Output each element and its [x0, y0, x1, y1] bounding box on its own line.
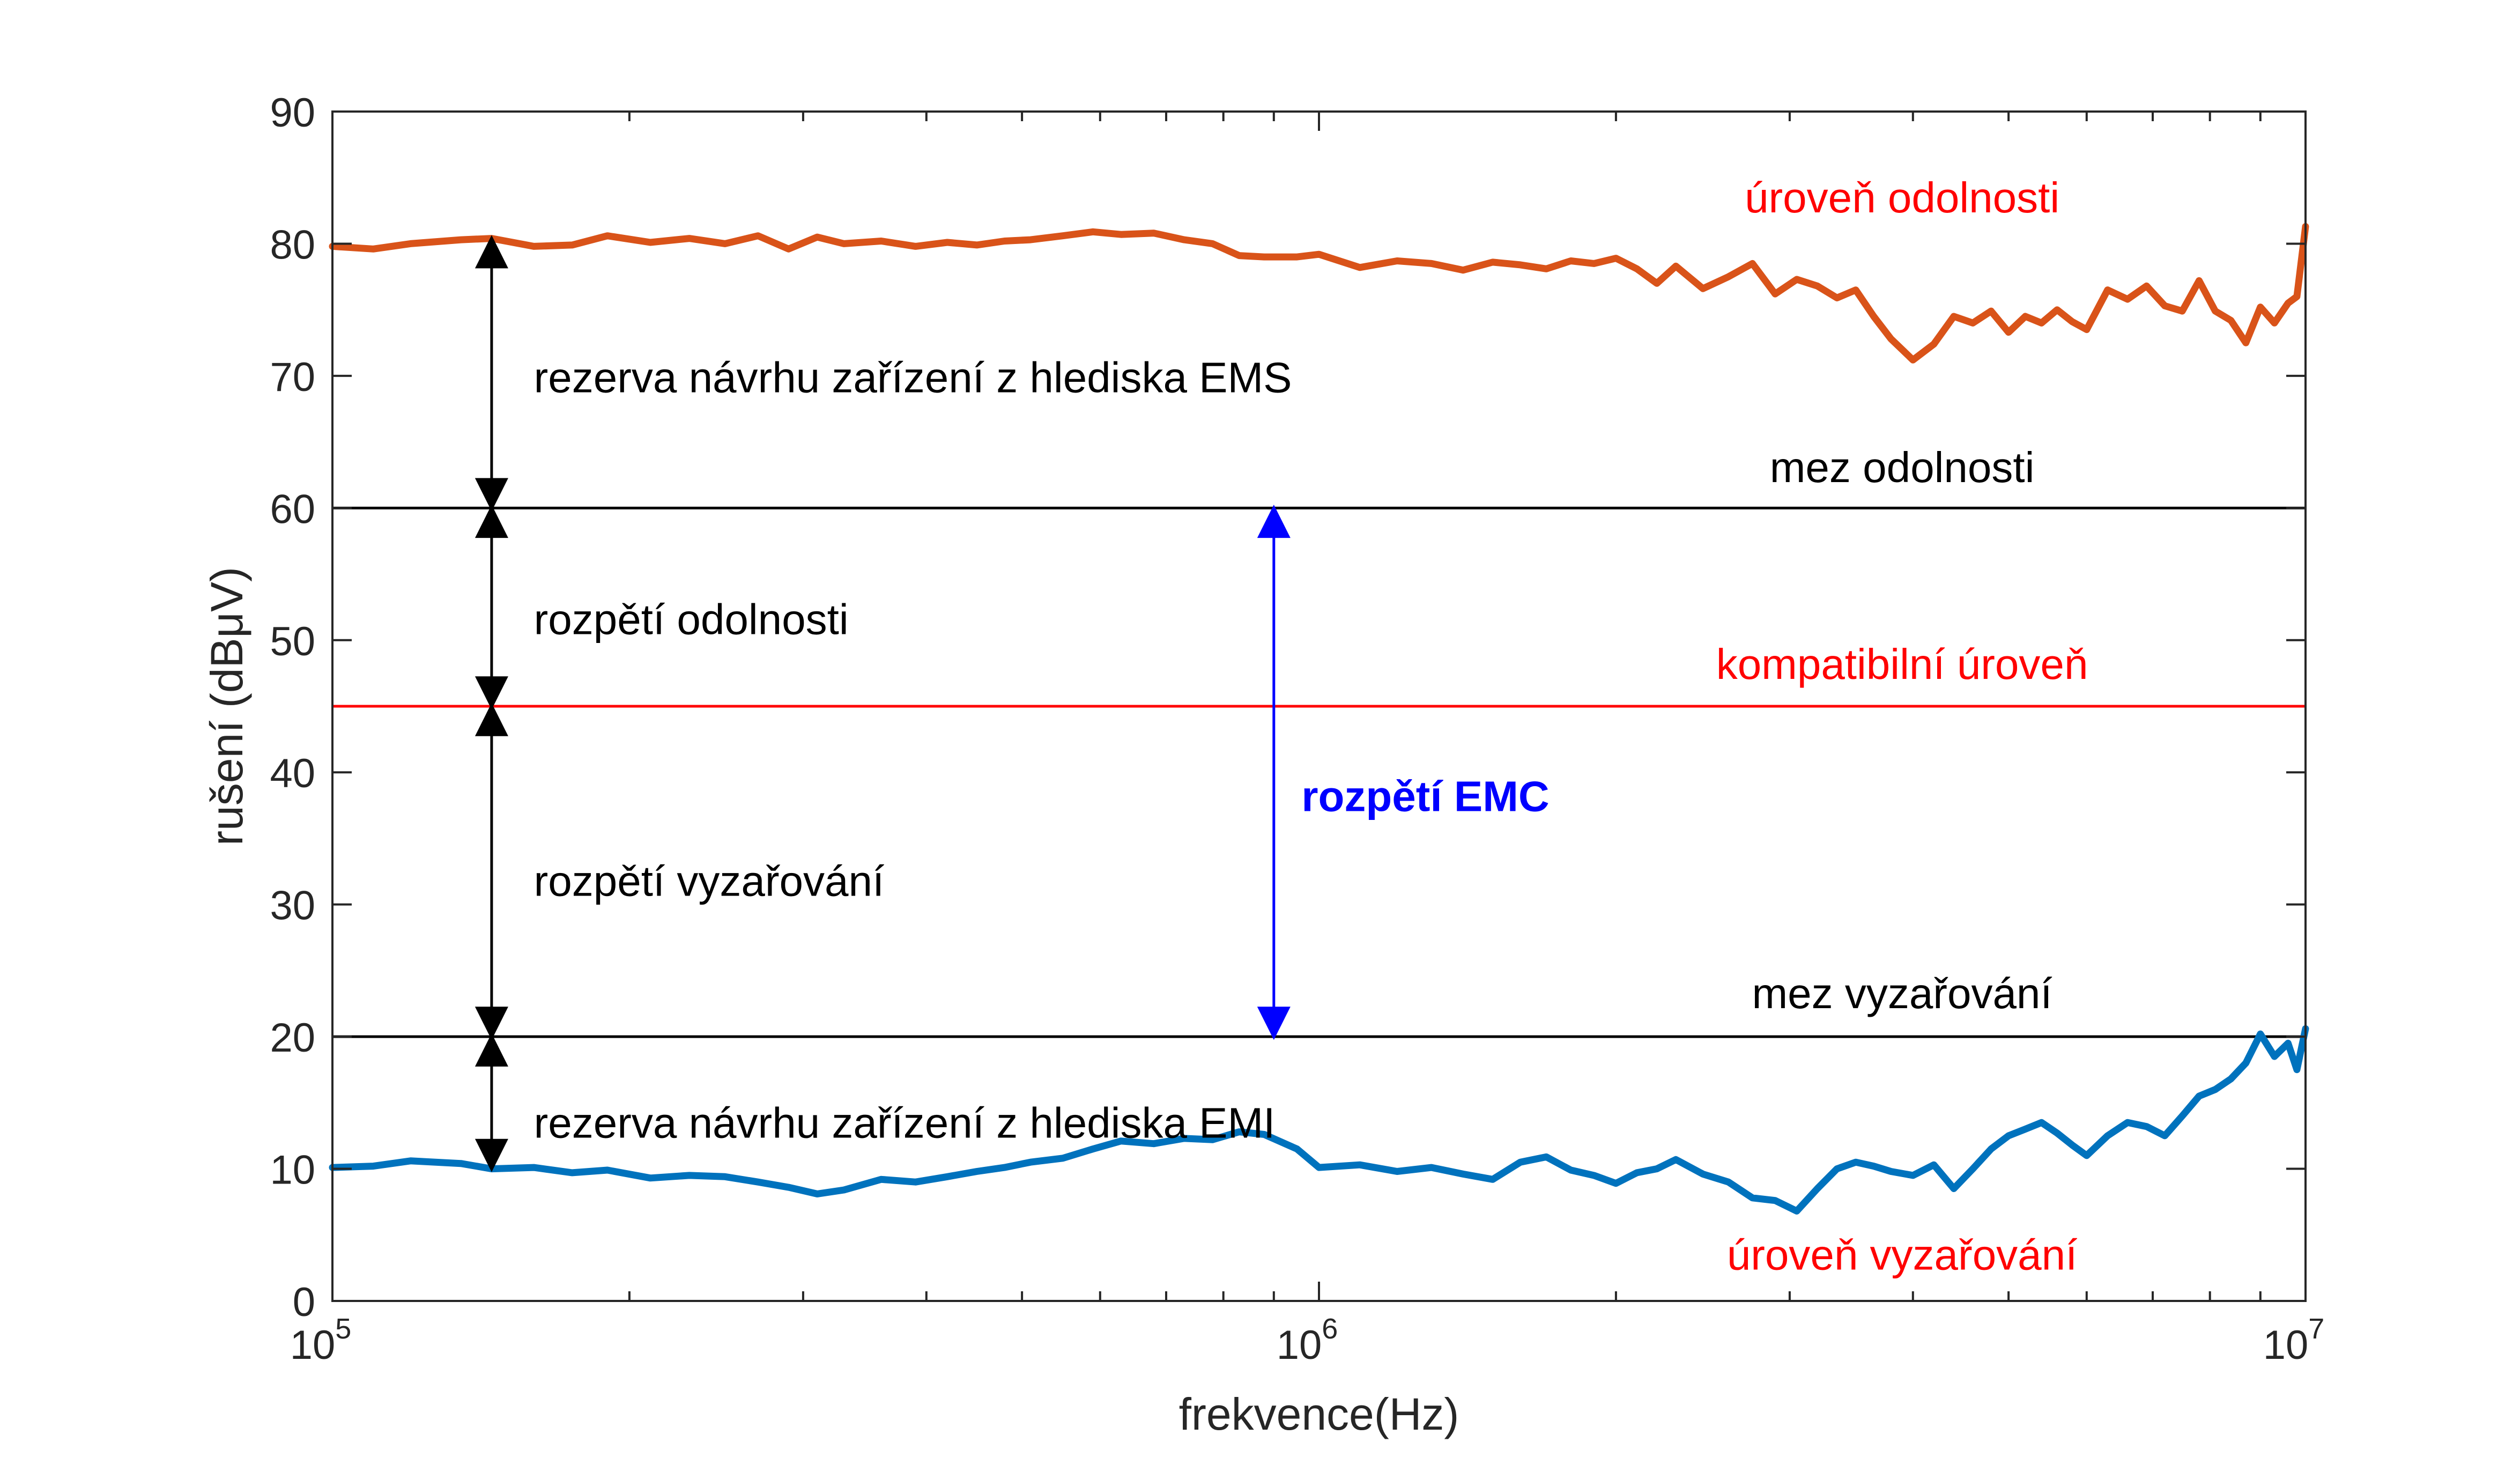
x-tick-label: 107 [2263, 1313, 2325, 1368]
annotation-rozpeti-vyzarovani: rozpětí vyzařování [534, 857, 885, 905]
annotation-rozpeti-odolnosti: rozpětí odolnosti [534, 595, 849, 643]
x-tick-exponent: 5 [335, 1313, 351, 1345]
x-tick-exponent: 6 [1322, 1313, 1338, 1345]
annotation-uroven-vyzarovani: úroveň vyzařování [1727, 1231, 2078, 1279]
y-tick-label: 10 [270, 1148, 315, 1193]
y-tick-label: 40 [270, 751, 315, 796]
annotation-rezerva-emi: rezerva návrhu zařízení z hlediska EMI [534, 1099, 1276, 1147]
y-tick-label: 20 [270, 1015, 315, 1061]
annotation-rozpeti-emc: rozpětí EMC [1301, 773, 1549, 820]
y-tick-label: 90 [270, 90, 315, 136]
annotation-mez-vyzarovani: mez vyzařování [1752, 970, 2052, 1017]
series-line-uroven-odolnosti [329, 223, 2309, 364]
y-tick-label: 0 [293, 1280, 315, 1325]
plot-area [329, 223, 2309, 1215]
annotations: úroveň odolnosti rezerva návrhu zařízení … [534, 174, 2088, 1279]
series-line-uroven-vyzarovani [329, 1025, 2309, 1215]
annotation-kompatibilni-uroven: kompatibilní úroveň [1716, 640, 2088, 688]
y-axis-label: rušení (dBμV) [202, 567, 252, 846]
x-axis-label: frekvence(Hz) [1179, 1389, 1459, 1439]
y-tick-label: 50 [270, 619, 315, 664]
x-tick-exponent: 7 [2308, 1313, 2324, 1345]
y-tick-label: 60 [270, 486, 315, 532]
y-tick-label: 80 [270, 222, 315, 268]
annotation-uroven-odolnosti: úroveň odolnosti [1745, 174, 2059, 221]
y-tick-label: 70 [270, 354, 315, 400]
annotation-rezerva-ems: rezerva návrhu zařízení z hlediska EMS [534, 353, 1292, 401]
annotation-mez-odolnosti: mez odolnosti [1770, 443, 2035, 491]
x-tick-label: 106 [1277, 1313, 1338, 1368]
y-tick-label: 30 [270, 883, 315, 929]
